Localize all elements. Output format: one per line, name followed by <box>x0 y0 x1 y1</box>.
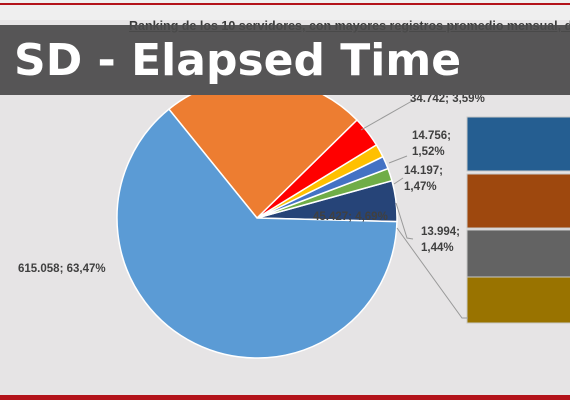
bottom-divider <box>0 395 570 400</box>
legend-swatch-3 <box>466 276 570 324</box>
legend-swatch-0 <box>466 116 570 172</box>
leader-line-1 <box>388 155 408 164</box>
data-label-6: 615.058; 63,47% <box>18 263 106 275</box>
legend-swatch-2 <box>466 229 570 285</box>
leader-line-2 <box>393 177 404 185</box>
data-label-0: 45.427; 4,69% <box>313 211 388 223</box>
leader-line-0 <box>360 100 413 131</box>
banner: SD - Elapsed Time <box>0 25 570 95</box>
banner-title: SD - Elapsed Time <box>14 34 462 86</box>
top-strip <box>0 0 570 20</box>
pie-slice-6 <box>116 108 398 359</box>
chart-area: 45.427; 4,69% 13.994; 1,44% 14.197; 1,47% 14.… <box>0 95 570 393</box>
pie-chart: 45.427; 4,69% 13.994; 1,44% 14.197; 1,47% 14.… <box>18 95 570 359</box>
legend-swatch-1 <box>466 173 570 229</box>
pie-slice-5 <box>167 95 359 220</box>
data-label-2: 14.197; 1,47% <box>404 165 443 193</box>
leader-line-4 <box>396 227 468 319</box>
data-label-3: 14.756; 1,52% <box>412 130 451 158</box>
top-divider <box>0 3 570 5</box>
data-label-4: 34.742; 3,59% <box>410 95 485 105</box>
data-label-1: 13.994; 1,44% <box>421 226 460 254</box>
leader-line-3 <box>395 202 414 240</box>
